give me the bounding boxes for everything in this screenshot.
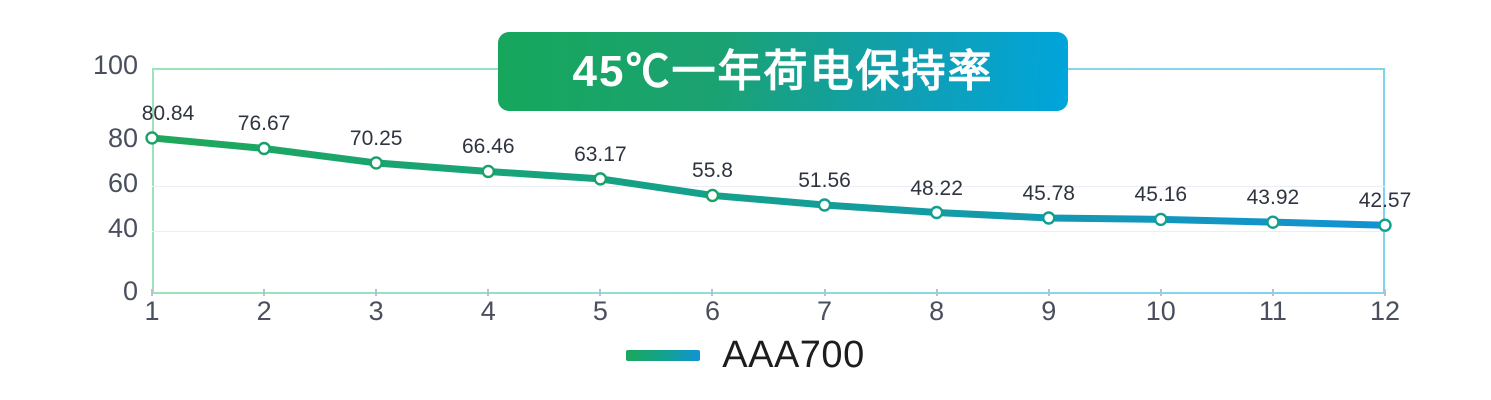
y-axis-tick-label: 60 xyxy=(107,168,138,198)
data-point-marker[interactable] xyxy=(369,156,383,170)
data-point-marker[interactable] xyxy=(705,188,720,203)
legend-item-aaa700[interactable]: AAA700 xyxy=(626,334,864,377)
data-point-label: 66.46 xyxy=(461,135,515,159)
data-point-marker[interactable] xyxy=(257,141,271,156)
x-axis-tick-mark xyxy=(1047,289,1050,296)
x-axis-tick-mark xyxy=(1159,289,1162,296)
data-point-marker[interactable] xyxy=(145,131,159,145)
series-markers xyxy=(145,131,1392,232)
data-point-marker[interactable] xyxy=(929,205,944,220)
gridline xyxy=(152,231,1385,232)
x-axis-tick-mark xyxy=(151,289,153,296)
data-point-label: 51.56 xyxy=(798,168,851,192)
data-point-label: 70.25 xyxy=(349,126,403,150)
x-axis-tick-label: 7 xyxy=(817,296,833,326)
data-point-marker[interactable] xyxy=(1042,211,1056,225)
data-point-marker[interactable] xyxy=(1266,215,1280,229)
chart-title-banner: 45℃一年荷电保持率 xyxy=(498,32,1068,111)
data-point-marker[interactable] xyxy=(817,198,832,212)
data-point-label: 42.57 xyxy=(1358,189,1412,213)
y-axis-tick-label: 80 xyxy=(107,123,138,153)
x-axis-tick-label: 11 xyxy=(1258,296,1287,326)
x-axis-tick-label: 6 xyxy=(704,296,720,326)
data-point-label: 76.67 xyxy=(237,112,291,136)
data-point-marker[interactable] xyxy=(593,172,608,186)
x-axis-tick-label: 10 xyxy=(1145,296,1176,326)
data-point-label: 55.8 xyxy=(692,159,733,183)
legend-item-label: AAA700 xyxy=(722,334,865,376)
x-axis-tick-label: 8 xyxy=(929,296,945,326)
y-axis-tick-label: 40 xyxy=(107,213,138,243)
gridline xyxy=(152,186,1385,187)
data-point-marker[interactable] xyxy=(1154,212,1168,227)
x-axis-tick-label: 12 xyxy=(1369,296,1401,326)
data-point-label: 48.22 xyxy=(910,176,963,200)
data-point-label: 63.17 xyxy=(574,142,627,166)
x-axis-tick-mark xyxy=(1384,289,1386,296)
x-axis-tick-label: 4 xyxy=(480,296,496,326)
y-axis-tick-label: 100 xyxy=(92,50,138,80)
x-axis-tick-mark xyxy=(711,289,714,296)
x-axis-tick-mark xyxy=(1271,289,1274,296)
data-point-label: 45.78 xyxy=(1022,181,1075,205)
x-axis-tick-label: 5 xyxy=(592,296,608,326)
data-point-label: 45.16 xyxy=(1134,183,1188,207)
data-point-label: 80.84 xyxy=(141,101,195,125)
x-axis-tick-mark xyxy=(487,289,490,296)
series-polyline xyxy=(148,134,1389,229)
x-axis-tick-mark xyxy=(375,289,378,296)
x-axis-tick-label: 9 xyxy=(1041,296,1057,326)
page-title: 45℃一年荷电保持率 xyxy=(572,46,994,96)
data-point-marker[interactable] xyxy=(1378,218,1392,232)
legend-swatch-icon xyxy=(626,350,701,361)
x-axis-tick-mark xyxy=(599,289,602,296)
x-axis-tick-label: 2 xyxy=(256,296,272,326)
x-axis-tick-label: 3 xyxy=(368,296,384,326)
x-axis-tick-mark xyxy=(935,289,938,296)
x-axis-tick-mark xyxy=(823,289,826,296)
chart-legend: AAA700 xyxy=(0,334,1491,377)
y-axis-tick-label: 0 xyxy=(122,276,138,306)
x-axis-tick-label: 1 xyxy=(144,296,160,326)
x-axis-tick-mark xyxy=(263,289,266,296)
data-point-marker[interactable] xyxy=(481,164,495,179)
data-point-label: 43.92 xyxy=(1246,186,1300,210)
